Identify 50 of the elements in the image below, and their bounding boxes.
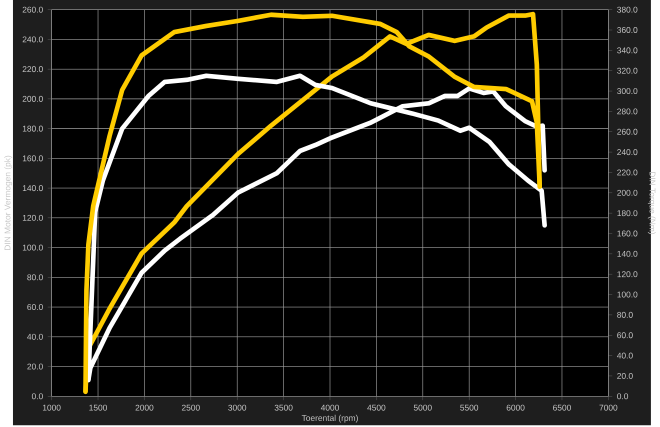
y-tick-label: 60.0 xyxy=(27,304,43,310)
x-axis-title: Toerental (rpm) xyxy=(302,414,358,423)
y-tick-label: 100.0 xyxy=(22,244,43,251)
x-tick-label: 4000 xyxy=(320,404,339,411)
y2-tick-label: 160.0 xyxy=(617,230,638,237)
y-tick-label: 240.0 xyxy=(22,36,43,42)
y2-tick-label: 0.0 xyxy=(617,393,628,400)
y2-tick-label: 60.0 xyxy=(617,332,633,338)
y-tick-label: 80.0 xyxy=(27,274,43,280)
x-tick-label: 7000 xyxy=(599,404,618,411)
x-tick-label: 3000 xyxy=(228,404,246,411)
y2-tick-label: 40.0 xyxy=(616,352,633,359)
x-tick-label: 5000 xyxy=(414,404,432,411)
y2-tick-label: 20.0 xyxy=(617,373,633,379)
x-tick-label: 2000 xyxy=(136,404,154,411)
y2-tick-label: 300.0 xyxy=(617,88,638,94)
x-tick-label: 5500 xyxy=(460,404,478,411)
y2-axis-title: DIN Torque (Nm) xyxy=(648,172,656,234)
x-tick-label: 1500 xyxy=(89,404,108,411)
y-axis-title: DIN Motor Vermogen (pk) xyxy=(4,156,12,250)
y-tick-label: 260.0 xyxy=(22,6,43,13)
x-tick-label: 6000 xyxy=(506,404,525,411)
y2-tick-label: 100.0 xyxy=(617,292,638,298)
y-tick-label: 160.0 xyxy=(22,155,43,162)
y-tick-label: 180.0 xyxy=(22,126,43,132)
y2-tick-label: 120.0 xyxy=(617,271,638,278)
y2-tick-label: 180.0 xyxy=(617,210,638,216)
y2-tick-label: 340.0 xyxy=(617,47,638,54)
y2-tick-label: 80.0 xyxy=(617,312,633,318)
x-tick-label: 6500 xyxy=(553,404,571,411)
x-tick-label: 4500 xyxy=(367,404,386,411)
y2-tick-label: 240.0 xyxy=(617,149,638,156)
y2-tick-label: 220.0 xyxy=(617,170,638,176)
y2-tick-label: 140.0 xyxy=(617,250,638,257)
y-tick-label: 0.0 xyxy=(32,393,43,400)
x-tick-label: 3500 xyxy=(274,404,293,411)
y-tick-label: 120.0 xyxy=(22,214,43,221)
y-tick-label: 40.0 xyxy=(27,334,43,340)
y2-tick-label: 280.0 xyxy=(617,108,638,114)
x-tick-label: 1000 xyxy=(42,404,61,411)
y2-tick-label: 200.0 xyxy=(617,190,638,196)
y2-tick-label: 360.0 xyxy=(617,27,638,34)
y2-tick-label: 320.0 xyxy=(617,68,638,74)
y2-tick-label: 260.0 xyxy=(617,128,638,135)
y2-tick-label: 380.0 xyxy=(617,6,638,13)
y-tick-label: 140.0 xyxy=(22,185,43,192)
y-tick-label: 200.0 xyxy=(22,96,43,102)
y-tick-label: 220.0 xyxy=(22,66,43,72)
y-tick-label: 20.0 xyxy=(27,364,43,370)
x-tick-label: 2500 xyxy=(182,404,200,411)
